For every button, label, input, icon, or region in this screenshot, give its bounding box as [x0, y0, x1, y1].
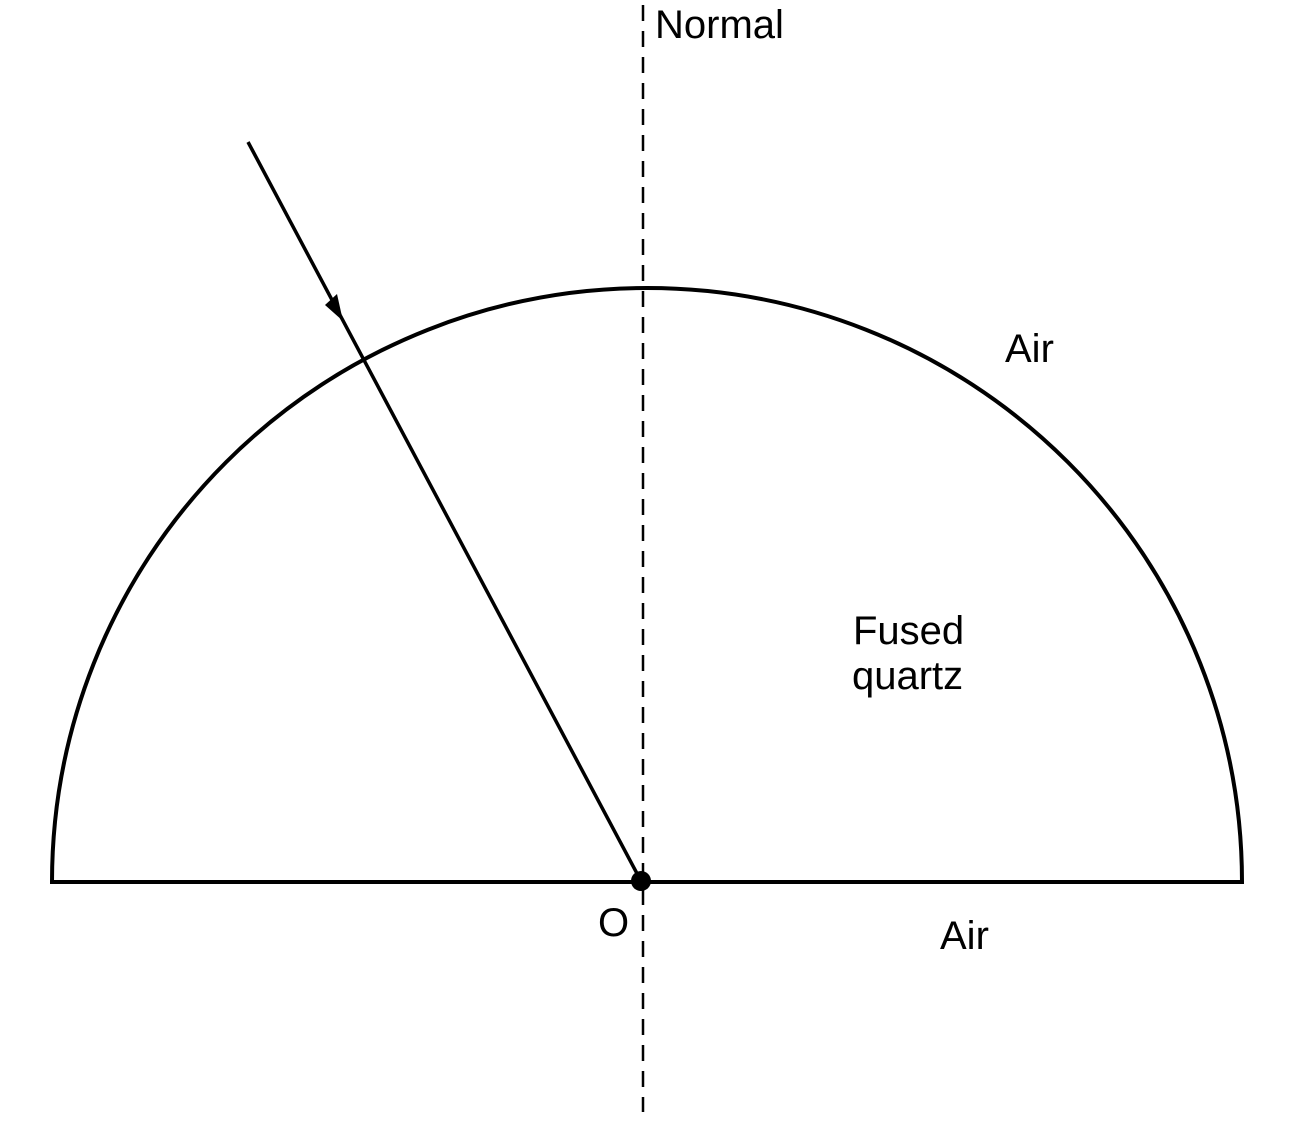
air-lower-label: Air [940, 914, 989, 958]
medium-label-line2: quartz [852, 654, 963, 698]
point-o-label: O [598, 901, 629, 945]
incident-ray [246, 141, 643, 882]
ray-arrowhead [325, 294, 343, 321]
medium-label-line1: Fused [853, 609, 964, 653]
air-upper-label: Air [1005, 327, 1054, 371]
semicircle-block-outline [49, 286, 1245, 884]
normal-label: Normal [655, 3, 784, 47]
point-o-dot [631, 871, 651, 891]
